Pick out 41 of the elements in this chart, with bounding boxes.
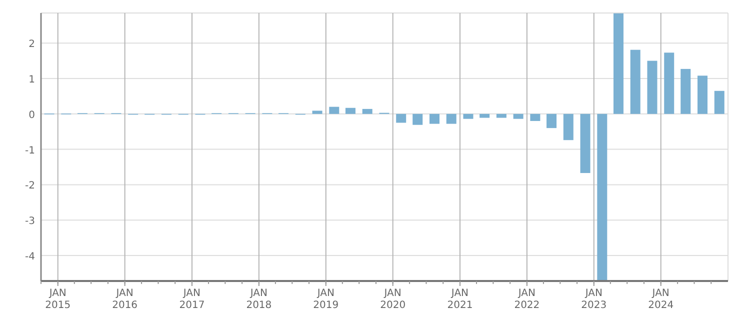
bar: [647, 60, 658, 114]
x-tick-label: JAN 2019: [313, 288, 339, 311]
x-tick-label: JAN 2018: [246, 288, 272, 311]
x-tick-label: JAN 2021: [447, 288, 473, 311]
bar: [664, 52, 674, 114]
bar: [597, 114, 608, 280]
bar: [480, 114, 490, 118]
y-tick-label: 1: [28, 74, 35, 86]
bar: [580, 114, 590, 174]
y-tick-label: -2: [25, 180, 35, 192]
bar: [630, 50, 640, 114]
bar: [329, 106, 340, 114]
bar: [412, 114, 423, 125]
bar: [530, 114, 540, 121]
y-tick-label: -4: [25, 252, 35, 263]
bar: [496, 114, 506, 118]
x-tick-label: JAN 2016: [112, 288, 138, 311]
y-tick-label: -1: [25, 145, 35, 156]
bar: [312, 110, 322, 114]
bar: [680, 68, 691, 114]
y-tick-label: -3: [25, 216, 35, 228]
bar: [345, 108, 356, 114]
bar: [429, 114, 440, 124]
bar: [396, 114, 406, 123]
bar: [546, 114, 557, 128]
bar: [613, 13, 624, 114]
y-tick-label: 2: [28, 39, 35, 50]
bar: [714, 90, 724, 114]
x-tick-label: JAN 2024: [648, 288, 674, 311]
bar: [463, 114, 474, 119]
bar: [563, 114, 574, 140]
bar: [446, 114, 456, 124]
x-tick-label: JAN 2017: [179, 288, 205, 311]
x-tick-label: JAN 2023: [581, 288, 607, 311]
bar: [362, 108, 372, 114]
x-tick-label: JAN 2015: [45, 288, 71, 311]
bar: [698, 76, 708, 114]
bar: [513, 114, 524, 119]
x-tick-label: JAN 2022: [514, 288, 540, 311]
x-tick-label: JAN 2020: [380, 288, 406, 311]
y-tick-label: 0: [28, 110, 35, 121]
